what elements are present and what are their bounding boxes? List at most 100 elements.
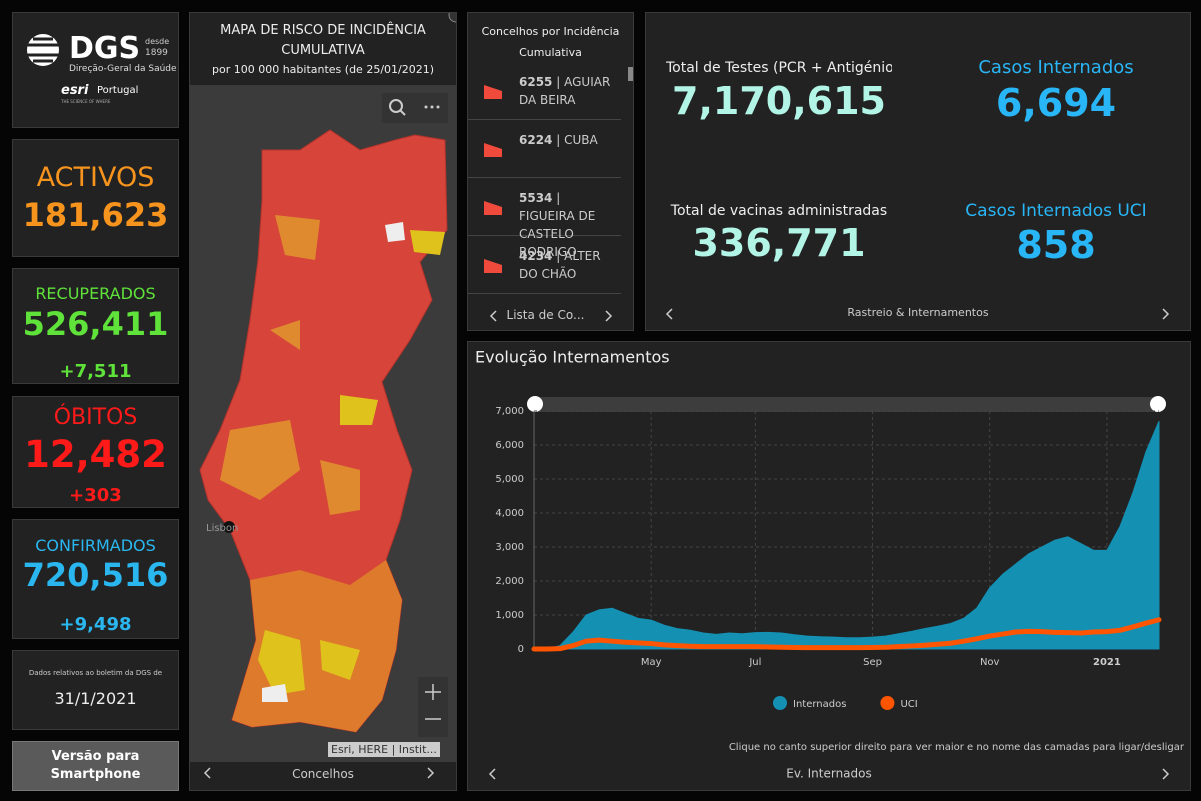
list-item[interactable]: 4234 | ALTER DO CHÃO [468,237,621,294]
kpi-label: CONFIRMADOS [35,536,156,555]
logo-text: DGS [69,31,141,66]
since-year: 1899 [145,48,168,58]
attribution: Esri, HERE | Instit... [328,742,440,757]
panel-footer: Lista de Co... [468,301,623,330]
y-tick-label: 7,000 [495,406,524,417]
panel-footer: Ev. Internados [786,767,872,781]
x-tick-label: Jul [748,657,761,668]
item-text: 6224 | CUBA [519,131,617,149]
chart-panel: Evolução Internamentos Clique no canto s… [467,341,1191,791]
item-icon [484,85,502,99]
total-value: 858 [1016,223,1096,267]
kpi-change: +9,498 [59,614,132,635]
y-tick-label: 5,000 [495,474,524,485]
slider-handle[interactable] [527,396,543,412]
item-text: 6255 | AGUIAR DA BEIRA [519,73,617,109]
chart-note: Clique no canto superior direito para ve… [729,742,1185,753]
logo-panel: DGS desde 1899 Direção-Geral da Saúde es… [12,12,179,128]
item-icon [484,143,502,157]
nav-arrows[interactable] [646,301,1190,329]
since-label: desde [145,37,170,46]
kpi-recuperados: RECUPERADOS 526,411 +7,511 [12,268,179,384]
item-value: 6224 [519,133,553,147]
total-label: Casos Internados UCI [965,201,1147,221]
item-text: 4234 | ALTER DO CHÃO [519,247,617,283]
report-panel: Dados relativos ao boletim da DGS de 31/… [12,650,179,730]
map [190,13,456,779]
icon-shape [484,143,502,157]
panel-footer: Concelhos [292,767,354,781]
logo-globe [27,34,59,66]
smartphone-button[interactable]: Versão para Smartphone [12,741,179,791]
list-panel: Concelhos por Incidência Cumulativa 6255… [467,12,634,331]
separator: | [556,75,561,89]
icon-shape [484,201,502,215]
icon-shape [484,85,502,99]
partner: esri [61,83,89,98]
scrollbar [628,67,633,81]
total-label: Total de Testes (PCR + Antigénio) [666,60,892,76]
icon-shape [484,259,502,273]
kpi-value: 720,516 [22,556,169,594]
list-title: Concelhos por Incidência Cumulativa [481,25,620,59]
nav-arrows[interactable] [488,768,1170,780]
kpi-change: +303 [69,485,122,506]
list-items: 6255 | AGUIAR DA BEIRA 6224 | CUBA 5534 | … [468,63,633,301]
legend-swatch [880,696,895,710]
report-date: 31/1/2021 [54,689,137,708]
range-slider[interactable] [534,397,1159,412]
item-name: AGUIAR DA BEIRA [519,75,611,107]
kpi-obitos: ÓBITOS 12,482 +303 [12,396,179,508]
kpi-label: ÓBITOS [53,405,138,430]
item-text: 5534 | FIGUEIRA DE CASTELO RODRIGO [519,189,617,261]
y-tick-label: 1,000 [495,610,524,621]
item-value: 5534 [519,191,553,205]
map-panel: MAPA DE RISCO DE INCIDÊNCIA CUMULATIVA p… [189,12,457,791]
y-tick-label: 6,000 [495,440,524,451]
partner-tagline: THE SCIENCE OF WHERE [61,99,111,104]
slider-handle[interactable] [1150,396,1166,412]
total-value: 7,170,615 [672,79,886,123]
item-name: CUBA [564,133,598,147]
item-value: 6255 [519,75,553,89]
item-name: ALTER DO CHÃO [519,249,601,281]
map-title: MAPA DE RISCO DE INCIDÊNCIA CUMULATIVA [220,23,426,58]
map-subtitle: por 100 000 habitantes (de 25/01/2021) [211,63,435,76]
separator: | [556,249,561,263]
nav-arrows[interactable] [468,303,633,331]
total-value: 336,771 [692,221,866,265]
kpi-activos: ACTIVOS 181,623 [12,139,179,257]
x-tick-label: May [641,657,662,668]
y-tick-label: 2,000 [495,576,524,587]
kpi-value: 181,623 [22,196,169,234]
total-label: Total de vacinas administradas [670,203,888,219]
kpi-value: 526,411 [22,305,169,343]
area [534,421,1160,650]
kpi-value: 12,482 [24,433,167,476]
item-value: 4234 [519,249,553,263]
item-icon [484,259,502,273]
separator: | [556,133,561,147]
kpi-label: RECUPERADOS [35,284,156,303]
chart: Evolução Internamentos Clique no canto s… [475,348,1185,781]
separator: | [556,191,561,205]
kpi-change: +7,511 [59,361,132,382]
legend-swatch [773,696,787,710]
y-tick-label: 0 [518,644,524,655]
totals-panel: Total de Testes (PCR + Antigénio) 7,170,… [645,12,1191,331]
x-tick-label: Sep [863,657,882,668]
list-item[interactable]: 5534 | FIGUEIRA DE CASTELO RODRIGO [468,179,621,259]
legend-label: UCI [900,699,917,710]
list-item[interactable]: 6255 | AGUIAR DA BEIRA [468,63,621,120]
line [531,617,1162,652]
x-tick-label: Nov [980,657,1000,668]
item-icon [484,201,502,215]
report-note: Dados relativos ao boletim da DGS de [28,669,163,677]
partner-country: Portugal [97,85,139,96]
y-tick-label: 3,000 [495,542,524,553]
total-label: Casos Internados [978,57,1134,78]
kpi-confirmados: CONFIRMADOS 720,516 +9,498 [12,519,179,639]
total-value: 6,694 [995,81,1117,125]
list-item[interactable]: 6224 | CUBA [468,121,621,178]
